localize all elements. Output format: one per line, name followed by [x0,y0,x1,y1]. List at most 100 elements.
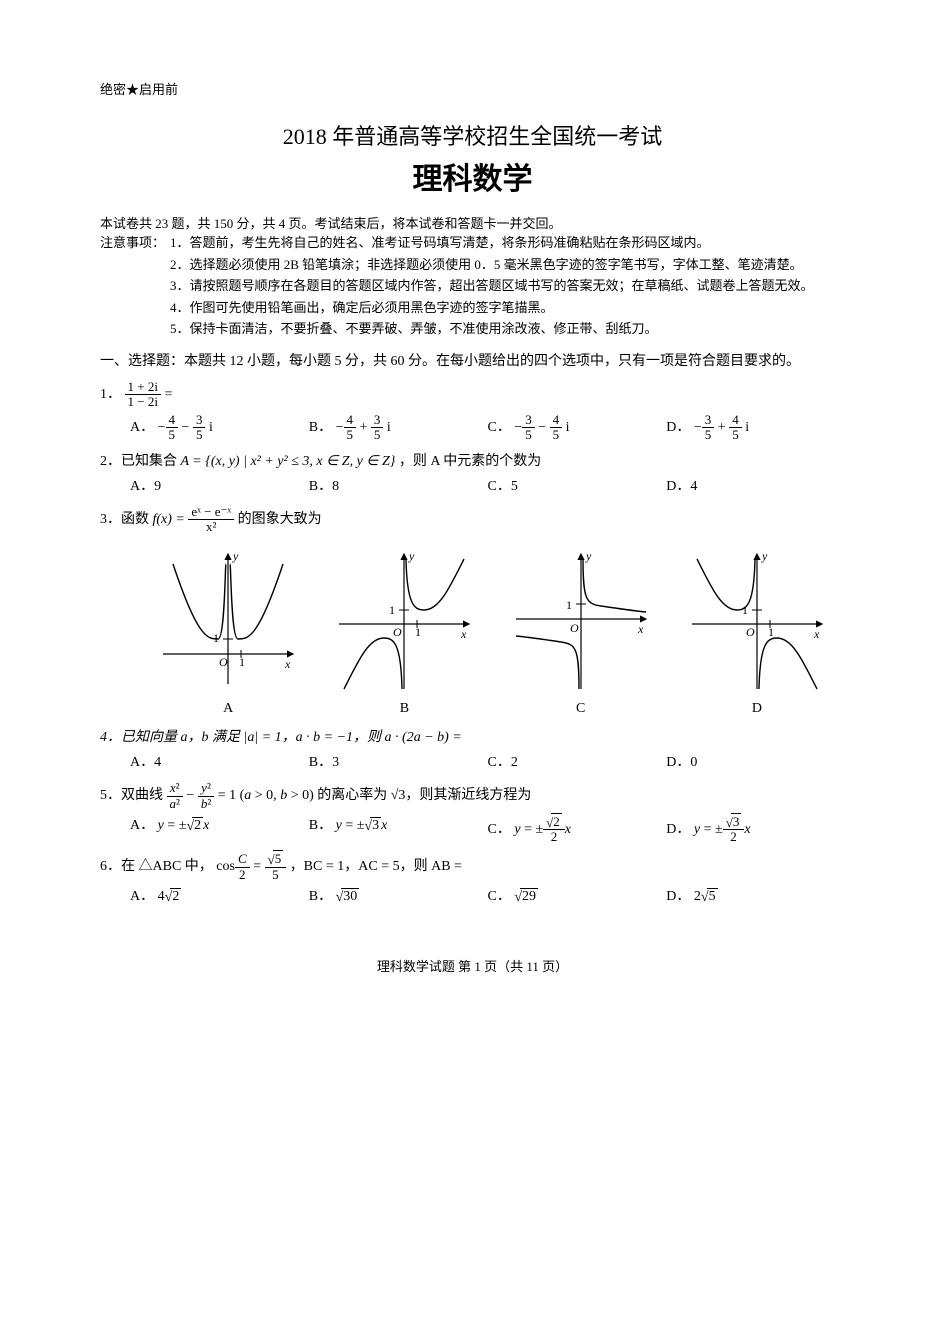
axis-one: 1 [415,625,421,639]
opt-label: C． [488,822,511,837]
question-4: 4．已知向量 a，b 满足 |a| = 1，a · b = −1，则 a · (… [100,727,845,773]
q5-tail: 的离心率为 √3，则其渐近线方程为 [317,788,531,803]
q1-opt-a: A． −45 − 35 i [130,413,309,443]
graph-c-label: C [506,698,656,719]
q1-opt-d: D． −35 + 45 i [666,413,845,443]
axis-y: y [761,549,768,563]
opt-label: A． [130,818,154,833]
q6-opt-c: C． 29 [488,886,667,907]
question-6: 6．在 △ABC 中， cosC2 = 55 ，BC = 1，AC = 5，则 … [100,852,845,907]
q4-opt-d: D．0 [666,752,845,773]
graph-a-label: A [153,698,303,719]
question-3: 3．函数 f(x) = eˣ − e⁻ˣ x² 的图象大致为 O 1 1 x y… [100,505,845,720]
q6-opt-d: D． 25 [666,886,845,907]
q4-opt-c: C．2 [488,752,667,773]
opt-label: D． [666,420,690,435]
q4-text: 4．已知向量 a，b 满足 |a| = 1，a · b = −1，则 a · (… [100,730,462,745]
axis-one: 1 [768,625,774,639]
q2-opt-c: C．5 [488,476,667,497]
opt-label: A． [130,889,154,904]
q1-opt-c: C． −35 − 45 i [488,413,667,443]
graph-b-label: B [329,698,479,719]
axis-x: x [813,627,820,641]
q3-text: 3．函数 [100,512,153,527]
q4-opt-a: A．4 [130,752,309,773]
title-sub: 理科数学 [100,157,845,202]
notice-item: 3．请按照题号顺序在各题目的答题区域内作答，超出答题区域书写的答案无效；在草稿纸… [170,276,845,296]
q5-opt-b: B． y = ±3x [309,815,488,845]
q2-opt-a: A．9 [130,476,309,497]
section-1-title: 一、选择题：本题共 12 小题，每小题 5 分，共 60 分。在每小题给出的四个… [100,351,845,372]
q4-opt-b: B．3 [309,752,488,773]
question-1: 1． 1 + 2i 1 − 2i = A． −45 − 35 i B． −45 … [100,380,845,443]
axis-x: x [284,657,291,671]
opt-label: C． [488,420,511,435]
q2-set: A = {(x, y) | x² + y² ≤ 3, x ∈ Z, y ∈ Z} [181,454,396,469]
intro-text: 本试卷共 23 题，共 150 分，共 4 页。考试结束后，将本试卷和答题卡一并… [100,214,845,234]
opt-label: B． [309,889,332,904]
title-main: 2018 年普通高等学校招生全国统一考试 [100,120,845,153]
page-footer: 理科数学试题 第 1 页（共 11 页） [100,957,845,977]
opt-label: C． [488,889,511,904]
q5-options: A． y = ±2x B． y = ±3x C． y = ±22x D． y =… [100,815,845,845]
q2-text: 2．已知集合 [100,454,181,469]
q6-text: 6．在 △ABC 中， [100,859,213,874]
notice-label: 注意事项： [100,233,170,341]
q5-opt-d: D． y = ±32x [666,815,845,845]
q3-graphs: O 1 1 x y A O 1 1 x y [140,544,845,719]
graph-b-svg: O 1 1 x y [329,544,479,694]
header-note: 绝密★启用前 [100,80,845,100]
q3-frac-den: x² [188,520,234,534]
notice-list: 1．答题前，考生先将自己的姓名、准考证号码填写清楚，将条形码准确粘贴在条形码区域… [170,233,845,341]
q2-opt-d: D．4 [666,476,845,497]
q6-opt-a: A． 42 [130,886,309,907]
axis-one: 1 [239,655,245,669]
q6-mid: ，BC = 1，AC = 5，则 AB = [290,859,462,874]
question-5: 5．双曲线 x²a² − y²b² = 1 (a > 0, b > 0) 的离心… [100,781,845,844]
q1-number: 1． [100,387,121,402]
q1-options: A． −45 − 35 i B． −45 + 35 i C． −35 − 45 … [100,413,845,443]
axis-x: x [460,627,467,641]
q2-tail: ，则 A 中元素的个数为 [399,454,541,469]
axis-y: y [232,549,239,563]
notice-item: 2．选择题必须使用 2B 铅笔填涂；非选择题必须使用 0．5 毫米黑色字迹的签字… [170,255,845,275]
q4-options: A．4 B．3 C．2 D．0 [100,752,845,773]
question-2: 2．已知集合 A = {(x, y) | x² + y² ≤ 3, x ∈ Z,… [100,451,845,497]
notice-item: 5．保持卡面清洁，不要折叠、不要弄破、弄皱，不准使用涂改液、修正带、刮纸刀。 [170,319,845,339]
axis-one-y: 1 [566,598,572,612]
opt-label: D． [666,889,690,904]
q3-frac-num: eˣ − e⁻ˣ [188,505,234,520]
equals: = [164,387,172,402]
q5-opt-c: C． y = ±22x [488,815,667,845]
notice-item: 4．作图可先使用铅笔画出，确定后必须用黑色字迹的签字笔描黑。 [170,298,845,318]
graph-d: O 1 1 x y D [682,544,832,719]
graph-c-svg: O 1 x y [506,544,656,694]
axis-o: O [219,655,228,669]
q2-options: A．9 B．8 C．5 D．4 [100,476,845,497]
graph-d-label: D [682,698,832,719]
opt-label: B． [309,818,332,833]
q5-text: 5．双曲线 [100,788,163,803]
q6-opt-b: B． 30 [309,886,488,907]
q1-frac-den: 1 − 2i [125,395,161,409]
axis-o: O [746,625,755,639]
axis-o: O [393,625,402,639]
opt-label: A． [130,420,154,435]
axis-x: x [637,622,644,636]
q1-frac-num: 1 + 2i [125,380,161,395]
axis-y: y [408,549,415,563]
q6-options: A． 42 B． 30 C． 29 D． 25 [100,886,845,907]
axis-o: O [570,621,579,635]
q1-opt-b: B． −45 + 35 i [309,413,488,443]
q5-opt-a: A． y = ±2x [130,815,309,845]
graph-b: O 1 1 x y B [329,544,479,719]
axis-one-y: 1 [389,603,395,617]
opt-label: B． [309,420,332,435]
axis-y: y [585,549,592,563]
notice-item: 1．答题前，考生先将自己的姓名、准考证号码填写清楚，将条形码准确粘贴在条形码区域… [170,233,845,253]
q2-opt-b: B．8 [309,476,488,497]
q3-tail: 的图象大致为 [238,512,322,527]
axis-one-y: 1 [213,631,219,645]
notice-block: 注意事项： 1．答题前，考生先将自己的姓名、准考证号码填写清楚，将条形码准确粘贴… [100,233,845,341]
opt-label: D． [666,822,690,837]
